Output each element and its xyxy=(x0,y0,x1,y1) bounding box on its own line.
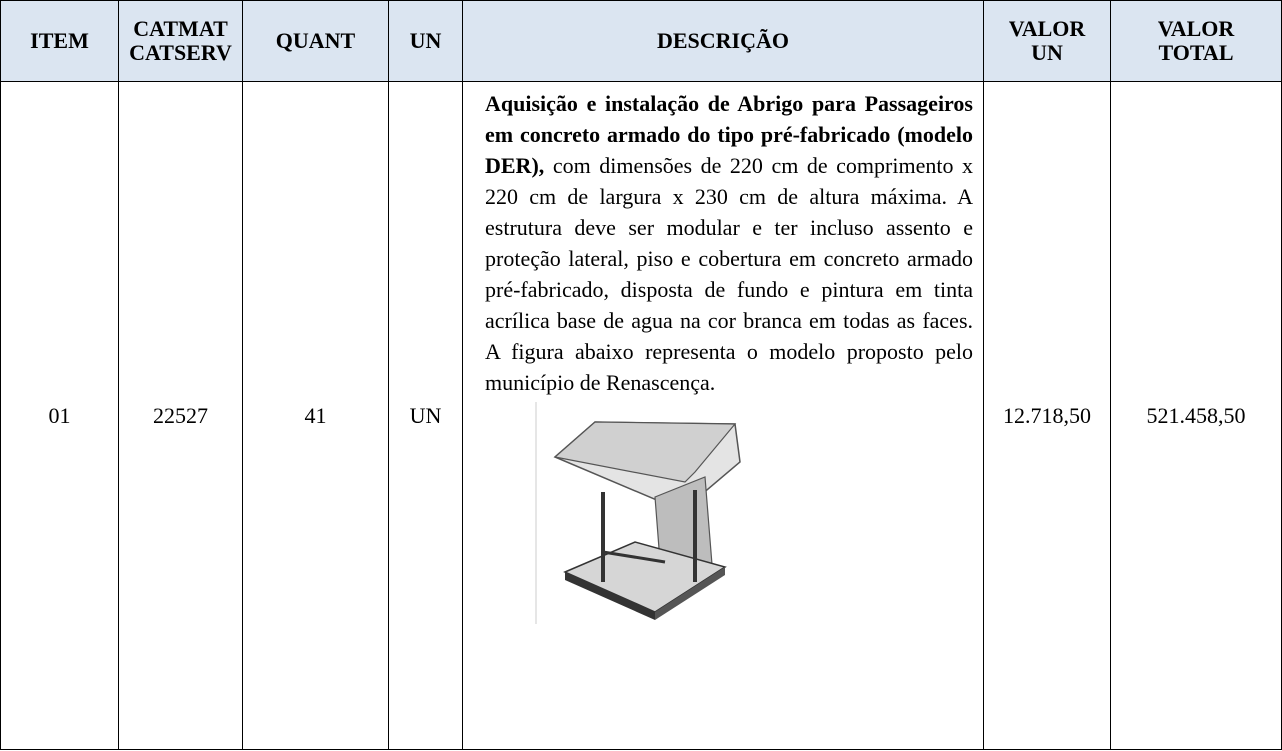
quant-cell: 41 xyxy=(242,81,389,750)
description-bold: Aquisição e instalação de Abrigo para Pa… xyxy=(485,91,973,178)
unit-value-cell: 12.718,50 xyxy=(983,81,1111,750)
header-text: ITEM xyxy=(30,28,89,53)
header-cell: UN xyxy=(388,0,463,82)
header-text: CATMAT xyxy=(133,16,228,41)
description-cell: Aquisição e instalação de Abrigo para Pa… xyxy=(462,81,984,750)
item-row: 01 22527 41 UN Aquisição e instalação de… xyxy=(0,81,1282,750)
header-text: CATSERV xyxy=(129,40,232,65)
header-text: TOTAL xyxy=(1158,40,1234,65)
header-text: VALOR xyxy=(1008,16,1086,41)
header-text: DESCRIÇÃO xyxy=(656,28,790,53)
header-cell: ITEM xyxy=(0,0,119,82)
header-cell: VALOR TOTAL xyxy=(1110,0,1282,82)
header-cell: QUANT xyxy=(242,0,389,82)
header-cell: DESCRIÇÃO xyxy=(462,0,984,82)
header-cell: CATMAT CATSERV xyxy=(118,0,243,82)
item-cell: 01 xyxy=(0,81,119,750)
total-value-cell: 521.458,50 xyxy=(1110,81,1282,750)
header-cell: VALOR UN xyxy=(983,0,1111,82)
header-text: UN xyxy=(409,28,442,53)
header-row: ITEM CATMAT CATSERV QUANT UN DESCRIÇÃO VALOR UN… xyxy=(0,0,1282,82)
header-text: VALOR xyxy=(1157,16,1235,41)
header-text: UN xyxy=(1031,40,1063,65)
catmat-cell: 22527 xyxy=(118,81,243,750)
description-text: com dimensões de 220 cm de comprimento x… xyxy=(485,153,973,395)
shelter-figure xyxy=(535,402,741,624)
header-text: QUANT xyxy=(275,28,356,53)
unit-cell: UN xyxy=(388,81,463,750)
